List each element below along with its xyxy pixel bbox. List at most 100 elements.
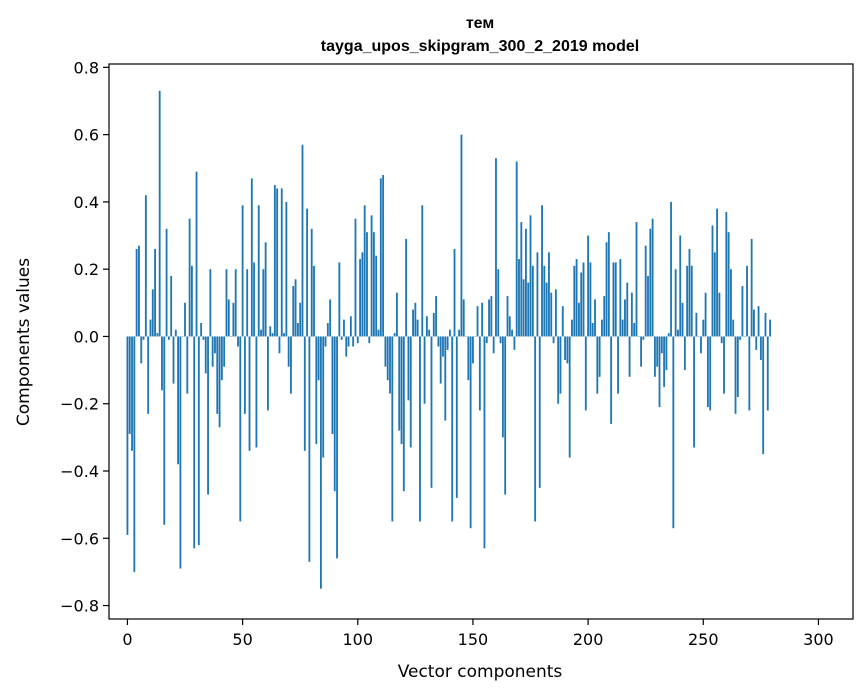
bar-component-66 <box>278 336 281 354</box>
y-tick-label: −0.2 <box>60 395 99 414</box>
bar-component-99 <box>354 218 357 337</box>
bar-component-245 <box>690 265 693 337</box>
bar-component-192 <box>568 336 571 458</box>
bar-component-261 <box>727 232 730 337</box>
bar-component-22 <box>177 336 180 465</box>
bar-component-19 <box>170 275 173 337</box>
bar-component-72 <box>292 286 295 337</box>
bar-component-122 <box>407 336 410 401</box>
bar-component-168 <box>513 336 516 350</box>
bar-component-200 <box>587 235 590 337</box>
bar-component-6 <box>140 336 143 364</box>
bar-component-90 <box>333 336 336 492</box>
bar-component-269 <box>746 265 748 337</box>
x-tick-label: 0 <box>122 630 132 649</box>
bar-component-266 <box>739 336 742 340</box>
bar-component-211 <box>612 262 615 337</box>
bar-component-277 <box>764 312 767 337</box>
bar-component-23 <box>179 336 182 569</box>
bar-component-83 <box>317 336 320 381</box>
bar-component-118 <box>398 336 401 431</box>
bar-component-182 <box>545 282 548 337</box>
bar-component-4 <box>135 249 138 337</box>
bar-component-43 <box>225 269 228 337</box>
bar-component-57 <box>257 205 260 337</box>
bar-component-18 <box>167 336 170 340</box>
bar-component-29 <box>193 336 196 549</box>
bar-component-183 <box>548 252 550 337</box>
bar-component-12 <box>154 249 156 337</box>
bar-component-134 <box>435 296 437 337</box>
bar-component-208 <box>605 242 608 337</box>
bar-component-1 <box>128 336 131 434</box>
bar-component-33 <box>202 336 205 340</box>
bar-component-20 <box>172 336 175 384</box>
bar-component-187 <box>557 336 560 404</box>
bar-component-229 <box>653 336 656 377</box>
bar-component-186 <box>554 289 557 337</box>
bar-component-106 <box>370 215 373 337</box>
bar-component-260 <box>725 212 728 337</box>
bar-component-65 <box>276 188 279 337</box>
bar-component-39 <box>216 336 219 414</box>
bar-component-203 <box>594 299 596 337</box>
bar-component-204 <box>596 336 599 394</box>
bar-component-86 <box>324 336 327 347</box>
bar-component-58 <box>260 329 262 337</box>
bar-component-21 <box>174 329 177 337</box>
bar-component-100 <box>356 336 359 344</box>
bar-component-132 <box>430 336 433 488</box>
bar-component-82 <box>315 336 318 445</box>
bar-component-170 <box>518 259 520 337</box>
bar-component-16 <box>163 336 166 525</box>
bar-component-237 <box>672 336 675 529</box>
bar-component-27 <box>188 218 191 337</box>
bar-component-157 <box>488 299 490 337</box>
bar-component-207 <box>603 296 606 337</box>
bar-component-67 <box>280 188 283 337</box>
bar-component-244 <box>688 249 691 337</box>
bar-component-218 <box>628 336 631 377</box>
bar-component-138 <box>444 336 447 421</box>
x-tick-label: 200 <box>573 630 604 649</box>
bar-component-80 <box>310 228 313 337</box>
bar-component-30 <box>195 171 198 337</box>
bar-component-15 <box>161 336 163 391</box>
bar-component-278 <box>766 336 769 411</box>
bar-component-233 <box>663 336 666 387</box>
bar-component-263 <box>732 319 735 337</box>
bar-component-144 <box>458 329 461 337</box>
bar-component-156 <box>485 336 488 344</box>
x-tick-label: 300 <box>803 630 834 649</box>
bar-component-101 <box>359 259 361 337</box>
bar-component-238 <box>674 269 677 337</box>
bar-component-103 <box>363 205 366 337</box>
bar-component-120 <box>402 336 405 492</box>
bar-component-223 <box>640 336 643 367</box>
bar-component-206 <box>601 319 603 337</box>
bar-component-109 <box>377 329 380 337</box>
bar-component-71 <box>290 336 292 394</box>
x-tick-label: 250 <box>688 630 719 649</box>
bar-component-123 <box>409 336 412 448</box>
bar-component-242 <box>683 336 686 371</box>
bar-component-249 <box>700 336 702 354</box>
y-tick-label: −0.8 <box>60 597 99 616</box>
y-tick-label: −0.6 <box>60 529 99 548</box>
bar-component-172 <box>522 279 525 337</box>
bar-component-175 <box>529 215 532 337</box>
bar-component-173 <box>525 228 527 337</box>
bar-component-274 <box>757 306 760 337</box>
bar-component-148 <box>467 336 470 381</box>
bar-component-9 <box>147 336 150 414</box>
bar-component-224 <box>642 336 645 340</box>
bar-component-273 <box>755 336 758 350</box>
bar-component-197 <box>580 272 583 337</box>
bar-component-196 <box>577 302 580 337</box>
bar-component-202 <box>591 323 594 337</box>
bar-component-114 <box>389 336 391 394</box>
bar-component-179 <box>538 336 541 488</box>
bar-component-77 <box>303 336 306 451</box>
bar-component-215 <box>621 319 624 337</box>
